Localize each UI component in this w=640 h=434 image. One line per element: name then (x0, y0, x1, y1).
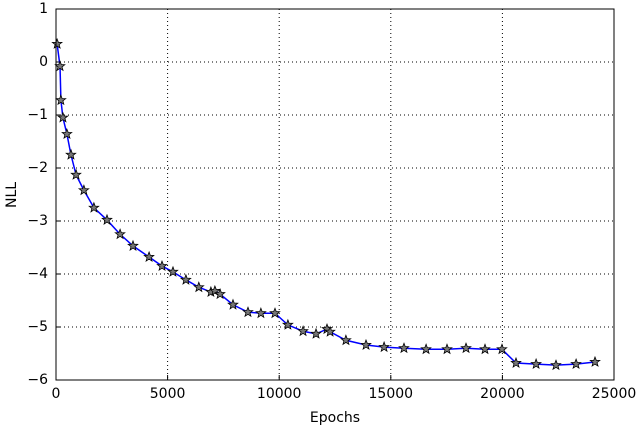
y-tick-label: 0 (39, 54, 48, 70)
star-marker (378, 340, 390, 353)
star-marker (479, 343, 491, 355)
y-axis-label: NLL (4, 182, 20, 208)
star-marker (496, 343, 508, 355)
star-marker (360, 338, 372, 351)
star-marker (570, 357, 582, 370)
star-marker (510, 356, 522, 369)
star-marker (297, 325, 309, 337)
star-marker (227, 298, 239, 310)
x-tick-label: 25000 (592, 386, 637, 402)
star-marker (441, 343, 453, 355)
star-marker (281, 318, 294, 330)
y-tick-label: −4 (27, 266, 48, 282)
star-marker (550, 359, 562, 371)
star-marker (65, 148, 77, 160)
y-tick-label: −1 (27, 107, 48, 123)
plot-frame (55, 8, 615, 381)
star-marker (460, 342, 472, 354)
star-marker (420, 343, 432, 355)
y-tick-label: −6 (27, 372, 48, 388)
star-marker (156, 259, 168, 272)
x-tick-label: 20000 (480, 386, 525, 402)
star-marker (127, 239, 139, 251)
y-tick-label: −3 (27, 213, 48, 229)
y-tick-label: −2 (27, 160, 48, 176)
star-marker (167, 265, 179, 277)
star-marker (55, 94, 67, 106)
star-marker (214, 287, 226, 300)
x-axis-label: Epochs (310, 410, 360, 426)
star-marker (589, 355, 601, 367)
line (56, 43, 596, 366)
star-marker (70, 168, 82, 180)
star-marker (398, 342, 410, 354)
star-marker (57, 111, 69, 123)
x-tick-label: 10000 (257, 386, 302, 402)
star-marker (77, 184, 90, 196)
y-tick-label: −5 (27, 319, 48, 335)
star-marker (88, 201, 100, 213)
star-marker (269, 307, 281, 319)
star-marker (143, 250, 155, 263)
star-marker (242, 306, 254, 318)
star-marker (530, 357, 543, 370)
star-marker (51, 37, 64, 49)
star-marker (180, 273, 192, 285)
star-marker (101, 213, 113, 225)
star-marker (340, 334, 352, 346)
x-tick-label: 5000 (150, 386, 186, 402)
x-tick-label: 15000 (369, 386, 414, 402)
star-marker (192, 281, 205, 293)
y-tick-label: 1 (39, 1, 48, 17)
star-marker (209, 284, 221, 296)
star-marker (324, 325, 336, 337)
star-marker (255, 307, 267, 319)
star-marker (114, 228, 126, 240)
star-marker (61, 127, 73, 140)
star-marker (310, 327, 322, 339)
x-tick-label: 0 (52, 386, 61, 402)
